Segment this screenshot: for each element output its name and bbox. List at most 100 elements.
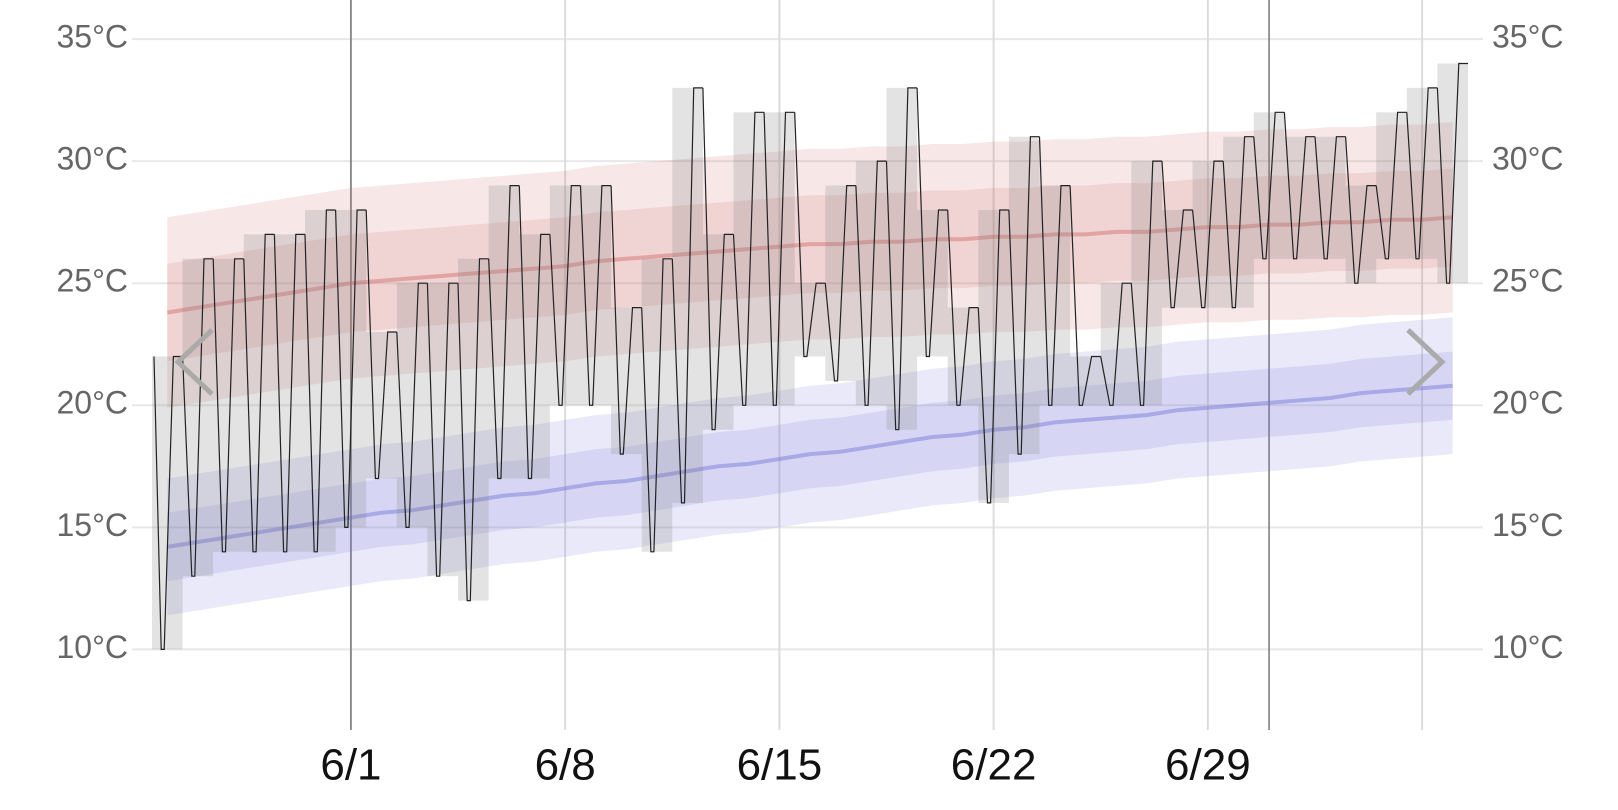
normal-inner-band <box>167 351 1453 582</box>
temperature-line <box>763 111 795 406</box>
y-tick-label-right: 10°C <box>1492 629 1564 665</box>
daily-range-block <box>978 209 1009 503</box>
y-tick-label-right: 20°C <box>1492 385 1564 421</box>
temperature-line <box>947 209 979 406</box>
temperature-line <box>365 209 397 480</box>
temperature-line <box>273 233 305 553</box>
y-tick-label: 20°C <box>57 385 129 421</box>
daily-range-block <box>1070 356 1101 406</box>
temperature-line <box>426 282 458 577</box>
normal-inner-band <box>167 168 1453 362</box>
daily-range-block <box>1345 185 1377 284</box>
temperature-line <box>212 258 244 553</box>
daily-range-block <box>1100 283 1132 406</box>
temperature-line <box>335 209 367 528</box>
temperature-line <box>732 111 765 406</box>
temperature-line <box>855 160 887 406</box>
daily-range-block <box>458 258 489 601</box>
y-tick-label-right: 15°C <box>1492 507 1564 543</box>
temperature-line <box>1130 160 1162 406</box>
axis-labels: 10°C 10°C 15°C 15°C 20°C 20°C 25°C 25°C 30°C 30°C… <box>57 19 1564 790</box>
daily-range-block <box>1192 161 1224 308</box>
temperature-line <box>457 258 489 602</box>
x-tick-label: 6/1 <box>320 741 381 790</box>
temperature-line <box>1038 136 1071 406</box>
temperature-line <box>1314 136 1346 260</box>
temperature-line <box>182 258 214 577</box>
temperature-line <box>1161 161 1193 309</box>
daily-range-block <box>1223 136 1254 308</box>
temperature-line <box>824 185 856 382</box>
y-tick-label-right: 30°C <box>1492 141 1564 177</box>
x-tick-label: 6/29 <box>1165 741 1251 790</box>
daily-range-block <box>855 161 887 406</box>
grid <box>132 0 1483 730</box>
temperature-line <box>1436 62 1468 284</box>
y-tick-label: 10°C <box>57 629 129 665</box>
temperature-line <box>610 185 642 455</box>
normal-outer-band <box>167 317 1453 616</box>
temperature-line <box>579 185 612 406</box>
daily-range-block <box>1008 136 1040 455</box>
temperature-line <box>1345 136 1377 284</box>
temperature-line <box>1253 111 1285 260</box>
daily-range-block <box>1131 161 1162 406</box>
daily-range-block <box>182 258 214 577</box>
x-tick-label: 6/22 <box>951 741 1037 790</box>
daily-range-block <box>1253 112 1285 259</box>
prev-arrow[interactable] <box>174 328 214 396</box>
daily-range-block <box>641 258 673 552</box>
daily-range-block <box>305 209 336 552</box>
x-tick-label: 6/15 <box>737 741 823 790</box>
temperature-line <box>885 87 918 431</box>
y-tick-label: 30°C <box>57 141 129 177</box>
temperature-line <box>549 185 581 406</box>
daily-range-block <box>886 87 918 430</box>
normal-mean-line <box>166 215 1453 315</box>
normal-outer-band <box>167 122 1453 408</box>
temperature-line <box>304 209 336 553</box>
temperature-line <box>1192 160 1224 309</box>
daily-range-block <box>1376 112 1407 259</box>
daily-range-block <box>672 87 703 503</box>
daily-range-block <box>794 283 826 357</box>
temperature-line <box>1406 87 1438 260</box>
daily-range-block <box>152 356 183 650</box>
y-tick-label-right: 25°C <box>1492 263 1564 299</box>
temperature-line <box>488 185 520 480</box>
y-tick-label: 25°C <box>57 263 129 299</box>
temperature-line <box>977 209 1009 504</box>
daily-range-block <box>243 234 275 552</box>
temperature-line <box>1008 136 1040 455</box>
y-tick-label-right: 35°C <box>1492 19 1564 55</box>
temperature-line <box>1222 136 1254 309</box>
temperature-line <box>1100 282 1132 406</box>
next-arrow[interactable] <box>1406 328 1446 396</box>
daily-range-block <box>396 283 428 528</box>
daily-range-block <box>549 185 581 406</box>
daily-ranges <box>152 62 1468 650</box>
temperature-line <box>243 233 275 553</box>
y-tick-label: 35°C <box>57 19 129 55</box>
temperature-line <box>153 355 183 650</box>
temperature-line <box>671 87 703 504</box>
daily-range-block <box>1039 185 1071 406</box>
daily-range-block <box>519 234 550 479</box>
normal-bands <box>166 122 1453 616</box>
daily-range-block <box>488 185 520 479</box>
temperature-line <box>794 112 826 358</box>
daily-range-block <box>1161 209 1193 308</box>
daily-range-block <box>733 112 765 406</box>
temperature-line <box>1375 111 1407 260</box>
daily-range-block <box>1406 87 1438 259</box>
temperature-line <box>518 185 550 480</box>
temperature-line <box>1283 112 1315 260</box>
daily-range-block <box>1437 63 1468 284</box>
temperature-line <box>916 87 948 358</box>
daily-range-block <box>1284 136 1315 259</box>
daily-range-block <box>825 185 856 381</box>
temperature-line <box>641 258 673 553</box>
normal-mean-line <box>166 383 1453 549</box>
